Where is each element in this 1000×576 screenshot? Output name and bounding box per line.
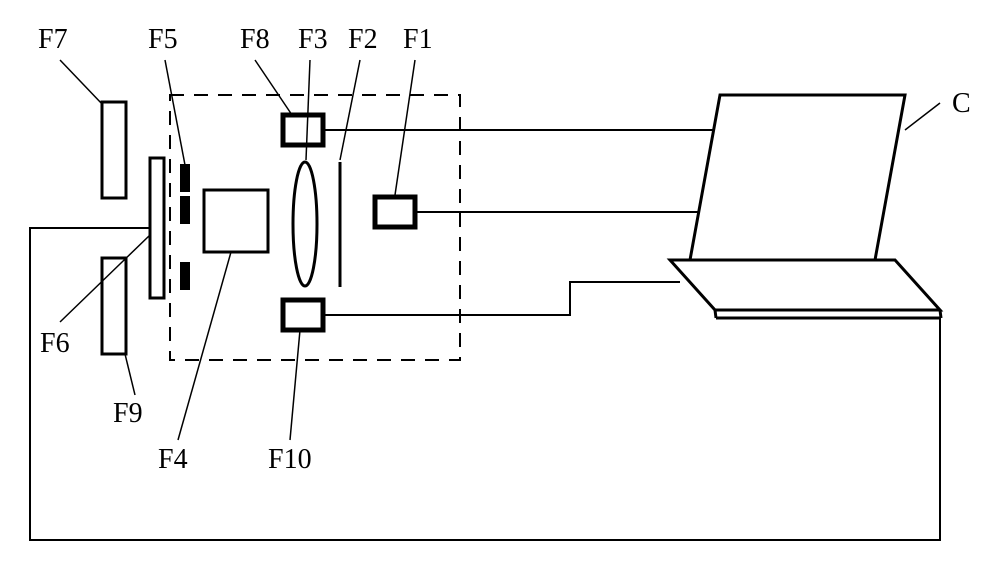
laptop-screen [690,95,905,260]
component-f4 [204,190,268,252]
leader-line-f5 [165,60,185,165]
laptop-edge [715,310,716,318]
label-f3: F3 [298,24,328,55]
component-f7 [102,102,126,198]
label-f1: F1 [403,24,433,55]
laptop-base [670,260,940,310]
component-f3-lens [293,162,317,286]
component-f1 [375,197,415,227]
leader-line-f8 [255,60,292,115]
label-f6: F6 [40,328,70,359]
component-f8 [283,115,323,145]
component-f5-segment [180,164,190,192]
label-f9: F9 [113,398,143,429]
leader-line-f1 [395,60,415,195]
component-f5-segment [180,196,190,224]
leader-line-f10 [290,330,300,440]
leader-line-f9 [125,354,135,395]
label-f8: F8 [240,24,270,55]
laptop-edge [940,310,941,318]
leader-line-f7 [60,60,103,105]
leader-line-c [905,103,940,130]
label-c: C [952,88,971,119]
wire [323,282,680,315]
component-f9 [102,258,126,354]
label-f7: F7 [38,24,68,55]
leader-line-f2 [340,60,360,160]
component-f5-segment [180,262,190,290]
label-f2: F2 [348,24,378,55]
component-f6 [150,158,164,298]
component-f10 [283,300,323,330]
label-f10: F10 [268,444,312,475]
label-f4: F4 [158,444,188,475]
label-f5: F5 [148,24,178,55]
